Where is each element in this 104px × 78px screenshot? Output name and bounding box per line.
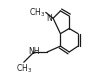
Text: NH: NH [28, 48, 40, 56]
Text: N: N [47, 14, 52, 23]
Text: CH$_3$: CH$_3$ [29, 6, 45, 19]
Text: CH$_3$: CH$_3$ [16, 63, 32, 76]
